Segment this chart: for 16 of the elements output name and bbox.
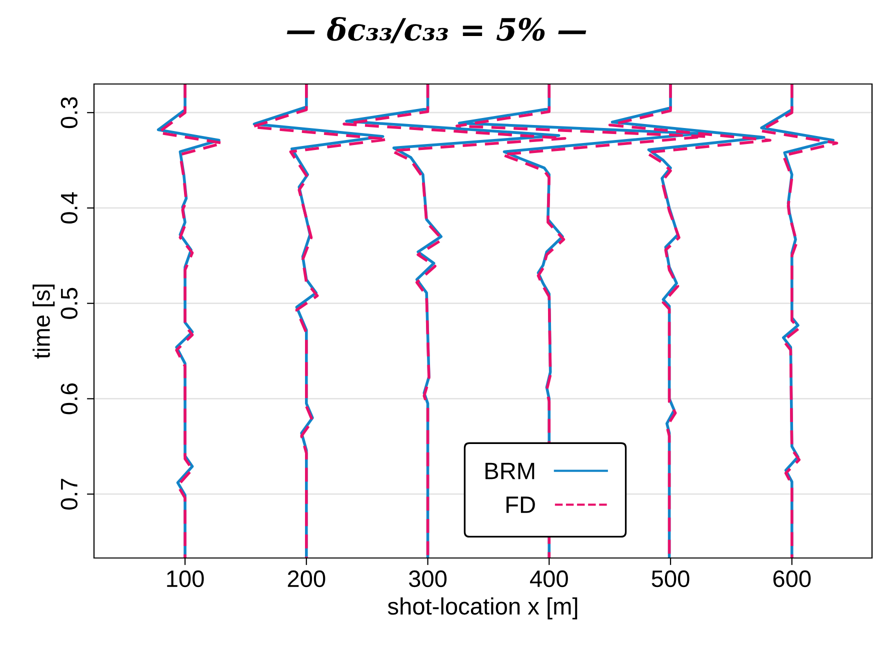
y-axis-title: time [s] [32,284,55,359]
legend-label: BRM [486,462,534,480]
x-tick-label: 300 [408,570,447,588]
x-tick-label: 600 [773,570,811,588]
y-tick-label: 0.4 [60,192,78,224]
y-tick-label: 0.3 [60,97,78,128]
x-tick-label: 200 [288,570,326,588]
chart-title: — δc₃₃/c₃₃ = 5% — [286,17,586,44]
legend-label: FD [506,496,535,513]
x-tick-label: 400 [530,570,568,588]
x-axis-title: shot-location x [m] [388,597,578,620]
x-tick-label: 100 [167,570,204,588]
y-tick-label: 0.6 [60,383,78,414]
y-tick-label: 0.7 [60,478,78,510]
x-tick-label: 500 [652,570,690,588]
y-tick-label: 0.5 [60,288,78,319]
